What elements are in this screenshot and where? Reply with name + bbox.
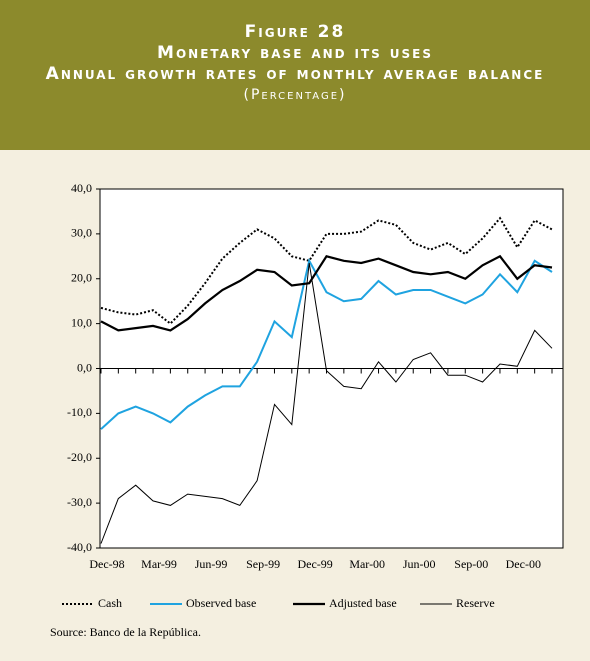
x-tick-label: Sep-99 [246, 557, 280, 571]
series-line [100, 262, 553, 544]
legend-label: Observed base [186, 596, 256, 610]
y-tick-label: -40,0 [67, 540, 92, 554]
series-line [100, 254, 553, 332]
legend-label: Cash [98, 596, 122, 610]
chart-subtitle: Monetary base and its uses [157, 43, 433, 63]
y-tick-label: -10,0 [67, 405, 92, 419]
y-tick-label: -30,0 [67, 495, 92, 509]
y-tick-label: 30,0 [71, 226, 92, 240]
x-tick-label: Dec-00 [506, 557, 541, 571]
x-tick-label: Mar-00 [349, 557, 385, 571]
x-tick-label: Dec-99 [297, 557, 332, 571]
x-tick-label: Sep-00 [454, 557, 488, 571]
legend-label: Adjusted base [329, 596, 397, 610]
y-tick-label: 0,0 [77, 360, 92, 374]
source: Source: Banco de la República. [50, 625, 201, 639]
x-tick-label: Dec-98 [89, 557, 124, 571]
y-tick-label: 20,0 [71, 271, 92, 285]
header: Figure 28 Monetary base and its uses Ann… [0, 0, 590, 150]
x-tick-label: Jun-99 [195, 557, 228, 571]
x-tick-label: Mar-99 [141, 557, 177, 571]
y-tick-label: -20,0 [67, 450, 92, 464]
chart-title: Figure 28 [244, 22, 346, 42]
series-line [100, 258, 553, 430]
chart-subtitle: Annual growth rates of monthly average b… [45, 64, 545, 84]
y-tick-label: 40,0 [71, 181, 92, 195]
legend-label: Reserve [456, 596, 495, 610]
chart-subtitle: (Percentage) [243, 87, 347, 103]
x-tick-label: Jun-00 [403, 557, 436, 571]
y-tick-label: 10,0 [71, 315, 92, 329]
